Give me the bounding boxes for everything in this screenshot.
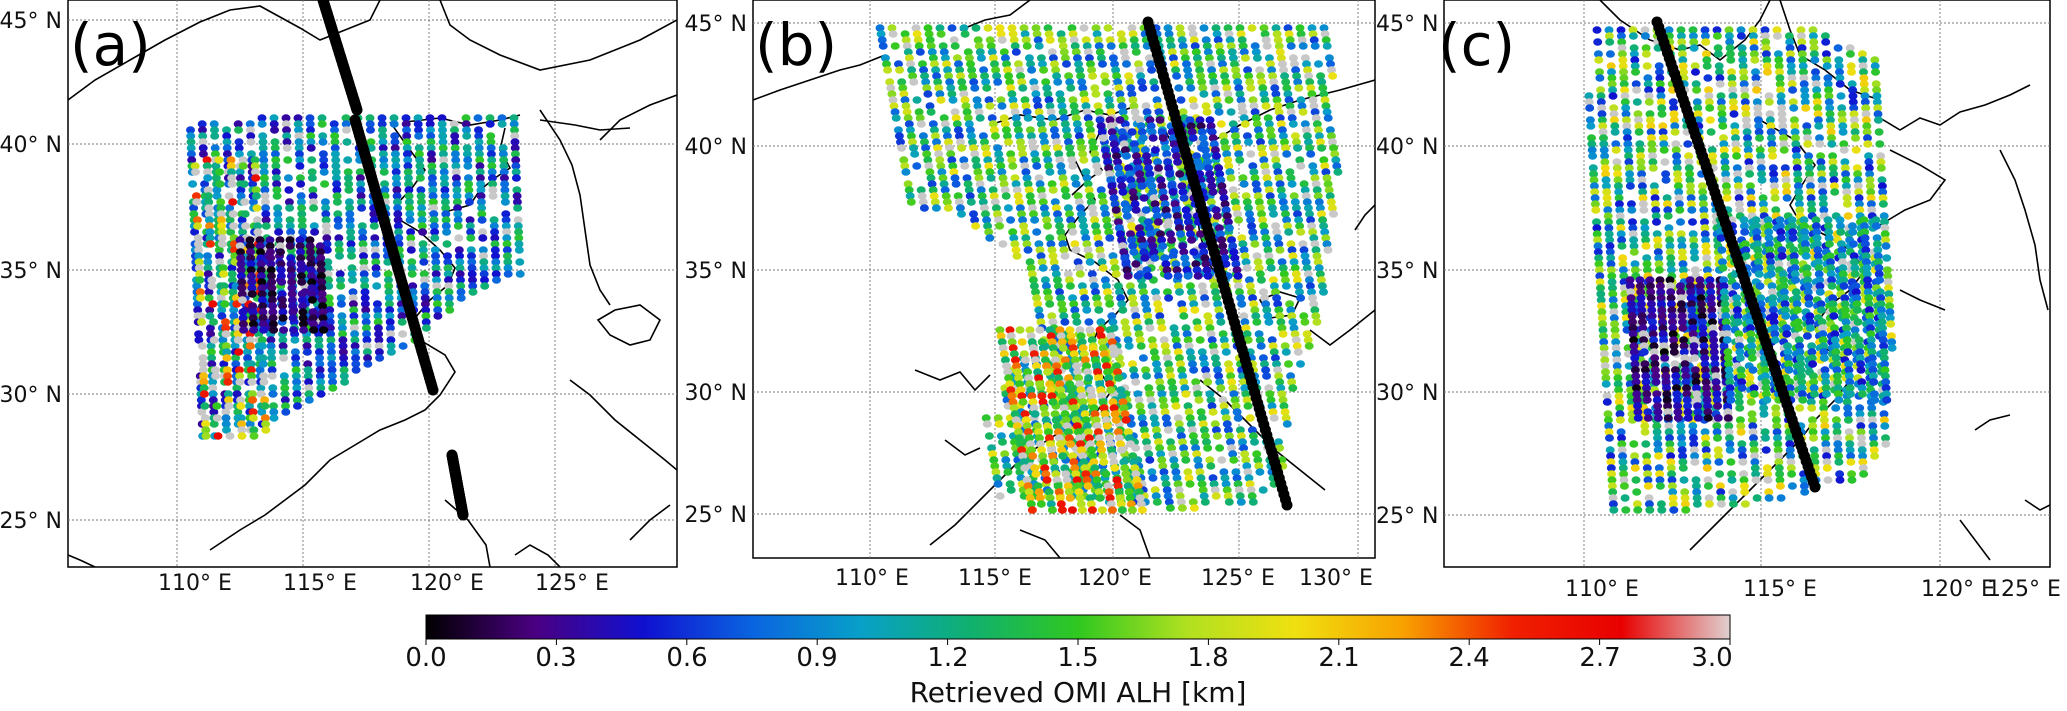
colorbar-ticks bbox=[425, 639, 1731, 645]
lat-label: 25° N bbox=[685, 503, 747, 528]
panel-b-satellite-track bbox=[1142, 16, 1293, 511]
panel-a-letter: (a) bbox=[70, 11, 151, 79]
panel-c-retrievals bbox=[1584, 26, 1897, 514]
lon-label: 110° E bbox=[1565, 577, 1639, 602]
lat-label: 45° N bbox=[1376, 12, 1438, 37]
lat-label: 30° N bbox=[685, 381, 747, 406]
lat-label: 40° N bbox=[0, 133, 62, 158]
lon-label: 110° E bbox=[158, 571, 232, 596]
colorbar-tick-label: 3.0 bbox=[1691, 643, 1732, 673]
lon-label: 125° E bbox=[1201, 566, 1275, 591]
panel-c-grid bbox=[1444, 0, 2050, 567]
colorbar-tick-label: 1.8 bbox=[1187, 643, 1228, 673]
panel-a-retrievals bbox=[186, 114, 525, 440]
lat-label: 35° N bbox=[0, 259, 62, 284]
colorbar-tick-label: 1.5 bbox=[1057, 643, 1098, 673]
colorbar-tick-label: 2.4 bbox=[1448, 643, 1489, 673]
lon-label: 115° E bbox=[283, 571, 357, 596]
lon-label: 120° E bbox=[1921, 577, 1995, 602]
colorbar-tick-label: 2.1 bbox=[1318, 643, 1359, 673]
panel-a-lat-labels: 45° N 40° N 35° N 30° N 25° N bbox=[0, 9, 62, 534]
panel-c: (c) 45° N 40° N 35° N 30° N 25° N 110° E… bbox=[1376, 0, 2061, 602]
lon-label: 115° E bbox=[1743, 577, 1817, 602]
lat-label: 40° N bbox=[1376, 135, 1438, 160]
panel-c-lat-labels: 45° N 40° N 35° N 30° N 25° N bbox=[1376, 12, 1438, 529]
colorbar-tick-label: 0.6 bbox=[666, 643, 707, 673]
panel-c-letter: (c) bbox=[1438, 11, 1515, 79]
lat-label: 25° N bbox=[1376, 504, 1438, 529]
lat-label: 45° N bbox=[685, 12, 747, 37]
lon-label: 125° E bbox=[535, 571, 609, 596]
panel-c-satellite-track bbox=[1651, 16, 1821, 493]
panel-a-satellite-track bbox=[317, 0, 469, 521]
colorbar-tick-labels: 0.0 0.3 0.6 0.9 1.2 1.5 1.8 2.1 2.4 2.7 … bbox=[405, 643, 1732, 673]
panel-b-letter: (b) bbox=[755, 11, 837, 79]
lat-label: 30° N bbox=[0, 383, 62, 408]
colorbar-tick-label: 0.9 bbox=[796, 643, 837, 673]
lon-label: 115° E bbox=[958, 566, 1032, 591]
colorbar-tick-label: 1.2 bbox=[927, 643, 968, 673]
panel-a-lon-labels: 110° E 115° E 120° E 125° E bbox=[158, 571, 609, 596]
lon-label: 125° E bbox=[1987, 577, 2061, 602]
colorbar-title: Retrieved OMI ALH [km] bbox=[910, 676, 1247, 709]
lat-label: 40° N bbox=[685, 135, 747, 160]
colorbar-tick-label: 0.3 bbox=[535, 643, 576, 673]
panel-a-frame bbox=[67, 0, 678, 568]
panel-c-lon-labels: 110° E 115° E 120° E 125° E bbox=[1565, 577, 2061, 602]
panel-b-lon-labels: 110° E 115° E 120° E 125° E 130° E bbox=[835, 566, 1373, 591]
panel-b: (b) 45° N 40° N 35° N 30° N 25° N 110° E… bbox=[685, 0, 1376, 591]
lon-label: 130° E bbox=[1299, 566, 1373, 591]
colorbar-tick-label: 2.7 bbox=[1579, 643, 1620, 673]
panel-b-retrievals bbox=[875, 24, 1343, 514]
lon-label: 110° E bbox=[835, 566, 909, 591]
lat-label: 25° N bbox=[0, 509, 62, 534]
lat-label: 30° N bbox=[1376, 381, 1438, 406]
panel-a-coastline bbox=[68, 0, 677, 567]
lat-label: 45° N bbox=[0, 9, 62, 34]
lon-label: 120° E bbox=[410, 571, 484, 596]
colorbar: 0.0 0.3 0.6 0.9 1.2 1.5 1.8 2.1 2.4 2.7 … bbox=[405, 614, 1733, 709]
colorbar-tick-label: 0.0 bbox=[405, 643, 446, 673]
colorbar-gradient bbox=[425, 614, 1731, 640]
lat-label: 35° N bbox=[685, 259, 747, 284]
lat-label: 35° N bbox=[1376, 259, 1438, 284]
panel-a: (a) 45° N 40° N 35° N 30° N 25° N 110° E… bbox=[0, 0, 678, 596]
lon-label: 120° E bbox=[1078, 566, 1152, 591]
panel-b-lat-labels: 45° N 40° N 35° N 30° N 25° N bbox=[685, 12, 747, 528]
